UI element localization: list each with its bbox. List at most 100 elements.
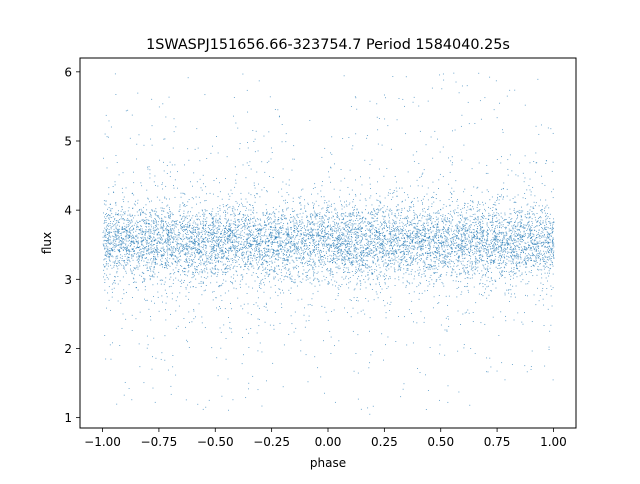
data-point xyxy=(341,234,342,235)
data-point xyxy=(376,278,378,279)
data-point xyxy=(464,235,466,237)
data-point xyxy=(516,214,518,216)
data-point xyxy=(397,229,399,231)
data-point xyxy=(450,244,452,246)
data-point xyxy=(148,252,150,254)
data-point xyxy=(351,265,353,267)
data-point xyxy=(405,247,407,249)
data-point xyxy=(282,219,284,220)
data-point xyxy=(294,281,296,283)
data-point xyxy=(518,232,520,234)
data-point xyxy=(368,367,370,369)
data-point xyxy=(324,262,326,264)
data-point xyxy=(142,239,144,241)
data-point xyxy=(511,221,513,223)
data-point xyxy=(366,267,368,269)
data-point xyxy=(172,228,174,230)
data-point xyxy=(125,110,127,112)
data-point xyxy=(412,237,414,239)
data-point xyxy=(384,262,386,264)
data-point xyxy=(473,266,474,268)
data-point xyxy=(283,223,285,224)
data-point xyxy=(376,227,378,229)
data-point xyxy=(198,242,199,244)
data-point xyxy=(377,217,379,219)
data-point xyxy=(204,209,206,211)
data-point xyxy=(402,218,404,219)
data-point xyxy=(508,237,510,239)
data-point xyxy=(180,250,182,252)
data-point xyxy=(406,259,408,261)
data-point xyxy=(478,260,480,262)
data-point xyxy=(515,268,517,269)
data-point xyxy=(479,257,481,259)
data-point xyxy=(472,254,474,256)
data-point xyxy=(138,134,140,136)
data-point xyxy=(177,239,179,241)
data-point xyxy=(347,249,349,251)
data-point xyxy=(427,208,429,210)
data-point xyxy=(408,208,410,210)
data-point xyxy=(280,272,282,274)
data-point xyxy=(186,223,188,225)
data-point xyxy=(293,217,295,219)
data-point xyxy=(494,253,496,255)
data-point xyxy=(227,271,229,273)
data-point xyxy=(131,254,133,256)
data-point xyxy=(381,333,383,335)
data-point xyxy=(132,269,134,271)
data-point xyxy=(420,200,422,202)
data-point xyxy=(210,246,212,248)
data-point xyxy=(366,248,367,250)
data-point xyxy=(162,246,164,248)
data-point xyxy=(312,234,314,236)
data-point xyxy=(122,241,124,243)
data-point xyxy=(307,204,309,206)
data-point xyxy=(304,244,305,246)
data-point xyxy=(325,264,327,265)
data-point xyxy=(475,257,477,259)
data-point xyxy=(331,211,333,213)
data-point xyxy=(221,249,223,251)
data-point xyxy=(169,238,171,240)
data-point xyxy=(541,245,543,246)
data-point xyxy=(478,237,480,239)
data-point xyxy=(240,247,242,249)
data-point xyxy=(361,252,363,254)
data-point xyxy=(314,217,316,219)
data-point xyxy=(233,221,235,222)
data-point xyxy=(265,306,267,308)
data-point xyxy=(403,244,405,246)
data-point xyxy=(362,262,364,264)
data-point xyxy=(201,316,203,318)
data-point xyxy=(232,205,234,207)
data-point xyxy=(495,225,497,227)
data-point xyxy=(383,241,385,243)
data-point xyxy=(495,204,497,206)
data-point xyxy=(128,250,130,252)
data-point xyxy=(249,243,251,244)
data-point xyxy=(467,266,468,268)
data-point xyxy=(337,216,339,218)
data-point xyxy=(478,248,480,250)
data-point xyxy=(332,245,334,247)
data-point xyxy=(357,372,359,374)
data-point xyxy=(258,183,259,185)
data-point xyxy=(356,256,358,258)
data-point xyxy=(198,233,200,235)
data-point xyxy=(272,207,274,209)
data-point xyxy=(355,97,357,99)
data-point xyxy=(445,274,447,276)
data-point xyxy=(247,256,249,257)
data-point xyxy=(248,226,250,228)
data-point xyxy=(399,187,400,189)
data-point xyxy=(389,189,391,191)
data-point xyxy=(498,214,500,216)
data-point xyxy=(480,250,482,252)
data-point xyxy=(437,234,439,236)
data-point xyxy=(520,219,522,221)
data-point xyxy=(446,217,448,219)
data-point xyxy=(138,257,140,259)
data-point xyxy=(319,238,321,240)
data-point xyxy=(178,305,180,307)
